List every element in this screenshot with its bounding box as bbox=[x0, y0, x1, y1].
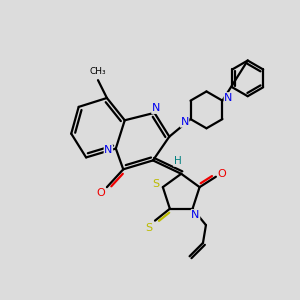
Text: O: O bbox=[97, 188, 105, 198]
Text: N: N bbox=[180, 117, 189, 127]
Text: N: N bbox=[224, 93, 232, 103]
Text: O: O bbox=[218, 169, 226, 179]
Text: H: H bbox=[174, 156, 182, 166]
Text: N: N bbox=[191, 210, 200, 220]
Text: N: N bbox=[152, 103, 160, 113]
Text: CH₃: CH₃ bbox=[90, 67, 106, 76]
Text: N: N bbox=[104, 145, 112, 155]
Text: S: S bbox=[152, 179, 159, 189]
Text: S: S bbox=[146, 223, 153, 233]
